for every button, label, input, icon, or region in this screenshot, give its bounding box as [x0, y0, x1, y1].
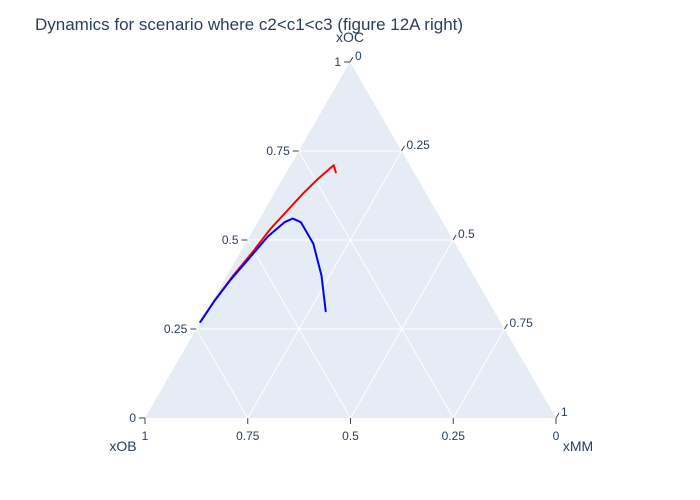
axis-title-c: xMM — [563, 438, 593, 454]
tick-label-b: 0 — [553, 429, 560, 443]
chart-title: Dynamics for scenario where c2<c1<c3 (fi… — [35, 15, 463, 34]
tick-label-c: 0.5 — [458, 227, 475, 241]
tick-label-b: 0.5 — [342, 429, 359, 443]
gridline-b — [298, 150, 454, 419]
tick-label-a: 0.25 — [164, 322, 188, 336]
gridline-c — [452, 328, 505, 419]
tick-mark-c — [401, 145, 405, 152]
tick-label-a: 0.5 — [222, 233, 239, 247]
tick-label-a: 1 — [334, 55, 341, 69]
tick-label-c: 0 — [355, 49, 362, 63]
tick-label-c: 0.25 — [407, 138, 431, 152]
gridline-b — [195, 328, 249, 419]
tick-mark-c — [504, 323, 508, 330]
tick-label-a: 0.75 — [266, 144, 290, 158]
tick-mark-c — [555, 412, 560, 419]
gridline-c — [247, 150, 402, 419]
axis-title-b: xOB — [109, 438, 136, 454]
tick-label-b: 0.75 — [236, 429, 260, 443]
tick-label-b: 0.25 — [442, 429, 466, 443]
series-line-2 — [199, 217, 327, 323]
tick-label-c: 0.75 — [510, 316, 534, 330]
tick-label-b: 1 — [142, 429, 149, 443]
tick-mark-c — [349, 56, 354, 63]
tick-mark-c — [452, 234, 457, 241]
tick-label-c: 1 — [561, 405, 568, 419]
ternary-plot-area: 0000.250.250.250.50.50.50.750.750.75111x… — [109, 29, 593, 454]
axis-title-a: xOC — [336, 29, 364, 45]
gridline-b — [247, 239, 351, 419]
gridline-c — [350, 239, 454, 419]
tick-label-a: 0 — [129, 411, 136, 425]
